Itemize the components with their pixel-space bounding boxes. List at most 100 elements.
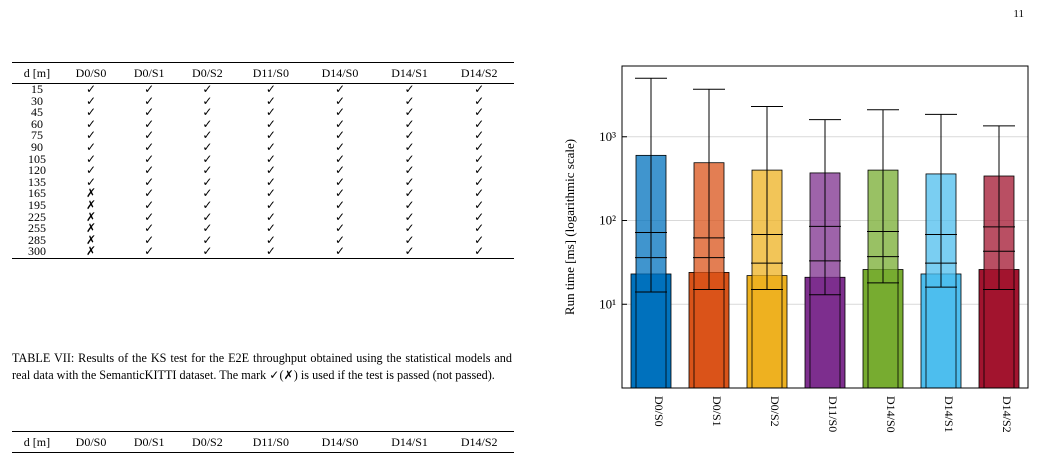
header-cell: D0/S2 [192,434,223,449]
x-tick-label: D14/S0 [884,396,898,433]
distance-cell: 15 [30,82,43,96]
test-result-cell: ✓ [474,128,485,143]
test-result-cell: ✗ [85,197,97,212]
test-result-cell: ✓ [144,128,155,143]
test-result-cell: ✓ [334,221,346,236]
x-tick-label: D0/S2 [768,396,782,427]
test-result-cell: ✓ [85,116,97,131]
test-result-cell: ✓ [202,221,213,236]
test-result-cell: ✓ [404,116,415,131]
header-cell: D0/S1 [133,65,165,80]
test-result-cell: ✓ [474,93,485,108]
table-row: 225 ✗ ✓ ✓ ✓ ✓ ✓ ✓ [12,209,514,224]
test-result-cell: ✓ [144,93,155,108]
test-result-cell: ✓ [265,232,276,247]
test-result-cell: ✓ [202,151,213,166]
test-result-cell: ✓ [334,128,346,143]
test-result-cell: ✓ [404,139,415,154]
test-result-cell: ✓ [144,163,155,178]
header-cell: d [m] [23,434,51,449]
y-tick-label: 10² [599,213,616,228]
test-result-cell: ✓ [265,151,276,166]
table-header-row: d [m] D0/S0 D0/S1 D0/S2 D11/S0 D14/S0 D1… [12,62,514,84]
runtime-chart: D0/S0 D0/S1 D0/S2 D11/S0 D14/S0 D14/S1 D14/S2 1… [540,50,1040,467]
test-result-cell: ✓ [85,174,97,189]
distance-cell: 165 [27,186,46,201]
test-result-cell: ✓ [404,197,415,212]
header-cell: D11/S0 [252,65,289,80]
test-result-cell: ✓ [474,186,485,201]
distance-cell: 255 [27,221,46,236]
distance-cell: 105 [27,151,46,166]
test-result-cell: ✓ [144,105,155,120]
test-result-cell: ✓ [404,105,415,120]
test-result-cell: ✓ [404,209,415,224]
distance-cell: 195 [27,197,46,212]
test-result-cell: ✓ [474,197,485,212]
test-result-cell: ✓ [334,105,346,120]
test-result-cell: ✓ [265,128,276,143]
test-result-cell: ✓ [334,82,346,96]
test-result-cell: ✓ [144,244,155,259]
table-row: 105 ✓ ✓ ✓ ✓ ✓ ✓ ✓ [12,151,514,166]
table-header-row: d [m] D0/S0 D0/S1 D0/S2 D11/S0 D14/S0 D1… [12,431,514,453]
table-row: 285 ✗ ✓ ✓ ✓ ✓ ✓ ✓ [12,232,514,247]
test-result-cell: ✓ [202,82,213,96]
test-result-cell: ✓ [144,82,155,96]
test-result-cell: ✓ [265,82,276,96]
test-result-cell: ✓ [334,174,346,189]
test-result-cell: ✓ [265,116,276,131]
test-result-cell: ✓ [334,209,346,224]
test-result-cell: ✓ [265,174,276,189]
test-result-cell: ✓ [144,174,155,189]
table-row: 120 ✓ ✓ ✓ ✓ ✓ ✓ ✓ [12,163,514,178]
test-result-cell: ✓ [334,163,346,178]
x-tick-label: D11/S0 [826,396,840,432]
test-result-cell: ✓ [474,82,485,96]
header-cell: D0/S1 [133,434,165,449]
test-result-cell: ✓ [144,139,155,154]
test-result-cell: ✓ [202,139,213,154]
test-result-cell: ✓ [334,151,346,166]
test-result-cell: ✓ [144,151,155,166]
test-result-cell: ✓ [265,197,276,212]
test-result-cell: ✓ [334,232,346,247]
x-tick-label: D14/S1 [942,396,956,433]
header-cell: d [m] [23,65,51,80]
test-result-cell: ✓ [404,244,415,259]
table-row: 135 ✓ ✓ ✓ ✓ ✓ ✓ ✓ [12,174,514,189]
test-result-cell: ✓ [202,209,213,224]
runtime-chart-svg: D0/S0 D0/S1 D0/S2 D11/S0 D14/S0 D14/S1 D14/S2 1… [562,65,1029,433]
test-result-cell: ✓ [474,209,485,224]
header-cell: D14/S1 [391,434,428,449]
test-result-cell: ✓ [474,163,485,178]
test-result-cell: ✓ [334,186,346,201]
test-result-cell: ✓ [404,163,415,178]
test-result-cell: ✓ [202,93,213,108]
results-table-viii: d [m] D0/S0 D0/S1 D0/S2 D11/S0 D14/S0 D1… [12,431,514,453]
test-result-cell: ✓ [202,232,213,247]
table-row: 255 ✗ ✓ ✓ ✓ ✓ ✓ ✓ [12,221,514,236]
test-result-cell: ✓ [334,197,346,212]
test-result-cell: ✓ [334,93,346,108]
test-result-cell: ✓ [474,221,485,236]
test-result-cell: ✓ [334,116,346,131]
test-result-cell: ✓ [85,151,97,166]
header-cell: D14/S2 [460,65,498,80]
test-result-cell: ✓ [85,128,97,143]
test-result-cell: ✓ [85,163,97,178]
test-result-cell: ✓ [265,139,276,154]
test-result-cell: ✓ [202,128,213,143]
x-tick-label: D0/S1 [710,396,724,427]
test-result-cell: ✓ [85,139,97,154]
table-row: 45 ✓ ✓ ✓ ✓ ✓ ✓ ✓ [12,105,514,120]
test-result-cell: ✓ [202,244,213,259]
distance-cell: 90 [30,139,43,154]
test-result-cell: ✓ [404,93,415,108]
test-result-cell: ✓ [144,232,155,247]
test-result-cell: ✓ [404,232,415,247]
test-result-cell: ✓ [265,93,276,108]
test-result-cell: ✓ [474,105,485,120]
header-cell: D0/S2 [192,65,223,80]
test-result-cell: ✗ [85,244,97,259]
